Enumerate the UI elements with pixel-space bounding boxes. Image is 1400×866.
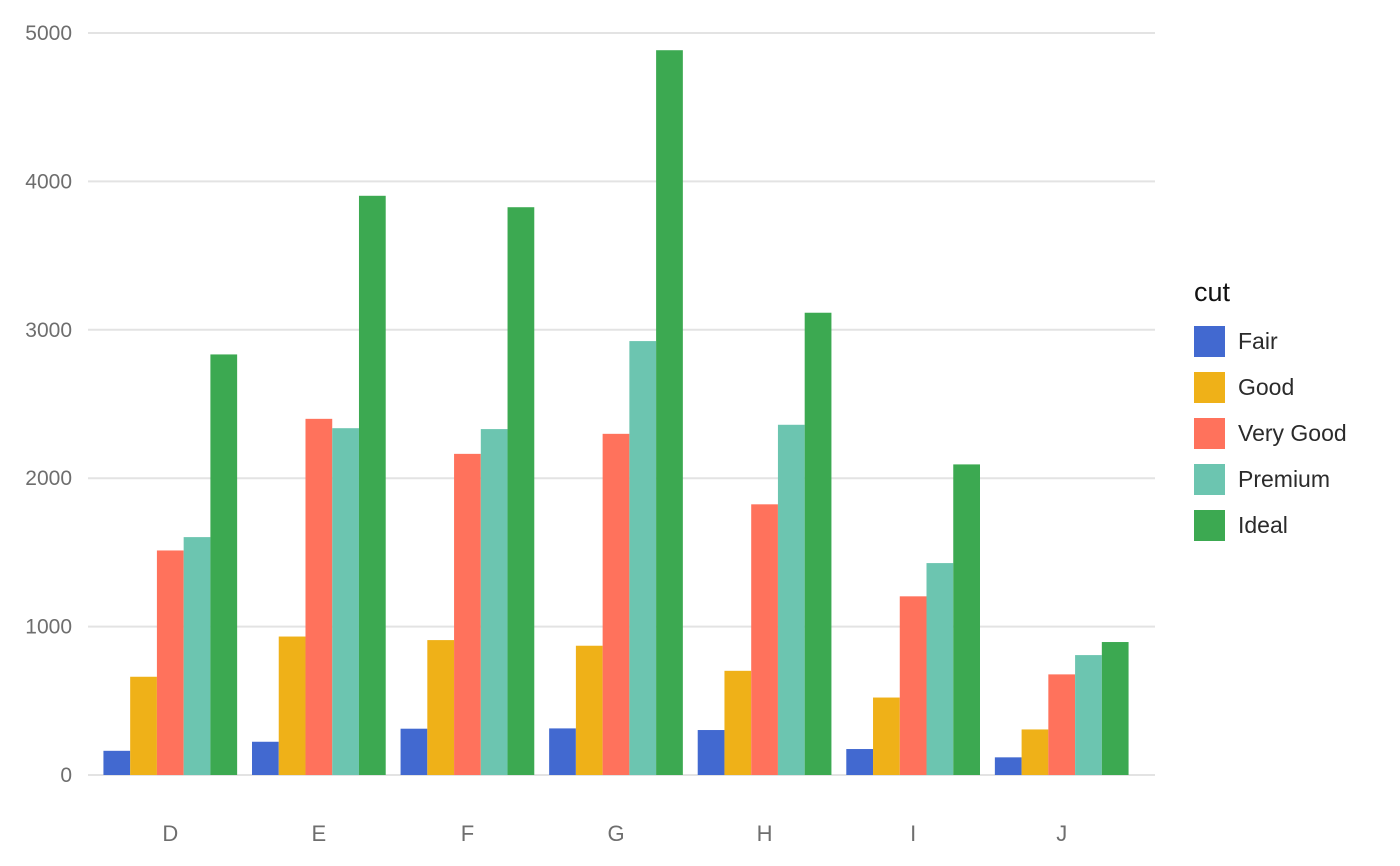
y-tick-label-0: 0 <box>60 764 72 787</box>
bar-G-ideal <box>656 50 683 775</box>
bar-F-fair <box>400 728 428 775</box>
x-tick-label-H: H <box>757 821 773 846</box>
bar-H-premium <box>777 424 805 775</box>
bar-I-ideal <box>953 464 980 775</box>
bar-J-good <box>1021 729 1049 775</box>
bar-D-fair <box>103 750 131 775</box>
legend-label-very-good: Very Good <box>1238 420 1347 447</box>
legend-swatch-premium <box>1194 464 1225 496</box>
bar-D-very-good <box>156 550 184 775</box>
legend-label-premium: Premium <box>1238 466 1331 493</box>
bar-D-ideal <box>210 354 238 775</box>
bar-G-very-good <box>602 433 630 775</box>
legend-title: cut <box>1194 277 1231 307</box>
bar-I-good <box>873 697 900 775</box>
bar-I-premium <box>926 563 954 775</box>
bar-E-premium <box>332 428 359 775</box>
bar-H-very-good <box>751 504 778 775</box>
bar-E-good <box>278 636 306 775</box>
legend-swatch-fair <box>1194 326 1225 358</box>
legend-item-ideal: Ideal <box>1194 510 1347 542</box>
x-tick-label-E: E <box>312 821 327 846</box>
bar-F-ideal <box>507 207 535 776</box>
x-tick-label-I: I <box>910 821 916 846</box>
legend-item-premium: Premium <box>1194 464 1347 496</box>
legend-label-ideal: Ideal <box>1238 512 1288 539</box>
bar-H-ideal <box>804 312 832 775</box>
bar-F-premium <box>480 429 508 775</box>
legend-label-fair: Fair <box>1238 328 1278 355</box>
legend-swatch-good <box>1194 372 1225 404</box>
y-tick-label-2000: 2000 <box>25 467 72 490</box>
y-tick-label-5000: 5000 <box>25 22 72 45</box>
bar-J-ideal <box>1101 642 1129 775</box>
bar-F-good <box>427 640 455 775</box>
bar-E-very-good <box>305 418 333 775</box>
legend-item-fair: Fair <box>1194 326 1347 358</box>
legend-swatch-very-good <box>1194 418 1225 450</box>
bar-I-fair <box>846 749 874 775</box>
y-tick-label-4000: 4000 <box>25 170 72 193</box>
bar-G-fair <box>549 728 576 775</box>
y-tick-label-3000: 3000 <box>25 319 72 342</box>
x-tick-label-G: G <box>607 821 624 846</box>
bar-E-ideal <box>358 195 386 776</box>
legend: cut Fair Good Very Good Premium Ideal <box>1194 276 1347 556</box>
bar-I-very-good <box>899 596 927 775</box>
bar-D-premium <box>183 537 211 775</box>
bar-D-good <box>130 676 157 775</box>
bar-G-good <box>575 645 603 775</box>
x-tick-label-J: J <box>1056 821 1067 846</box>
legend-item-good: Good <box>1194 372 1347 404</box>
bar-J-premium <box>1075 655 1102 775</box>
legend-swatch-ideal <box>1194 510 1225 542</box>
y-tick-label-1000: 1000 <box>25 616 72 639</box>
x-tick-label-D: D <box>162 821 178 846</box>
legend-label-good: Good <box>1238 374 1295 401</box>
bar-F-very-good <box>454 453 481 775</box>
bar-E-fair <box>252 741 279 775</box>
legend-items: Fair Good Very Good Premium Ideal <box>1194 326 1347 542</box>
x-tick-label-F: F <box>461 821 474 846</box>
bar-J-very-good <box>1048 674 1076 775</box>
bar-H-fair <box>697 730 725 775</box>
legend-item-very-good: Very Good <box>1194 418 1347 450</box>
bar-J-fair <box>994 757 1022 775</box>
bar-H-good <box>724 670 752 775</box>
bar-G-premium <box>629 341 657 775</box>
